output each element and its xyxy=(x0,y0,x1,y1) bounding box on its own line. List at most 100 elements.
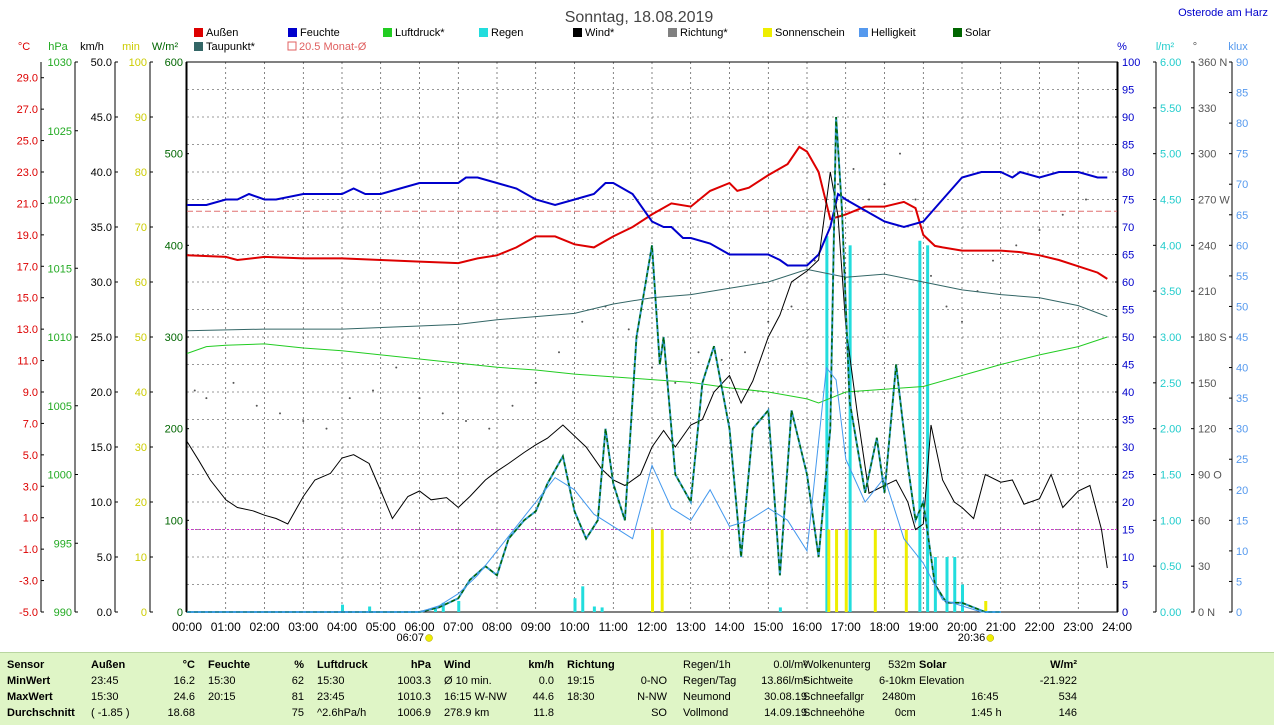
cloud-snow-table: Wolkenunterg 532m Sichtweite 6-10km Schnee… xyxy=(803,659,916,719)
x-tick-label: 04:00 xyxy=(327,620,357,634)
axis-tick-label: 23.0 xyxy=(17,167,38,179)
rain-bar xyxy=(573,598,577,612)
direction-point xyxy=(1061,213,1064,216)
axis-unit: l/m² xyxy=(1156,41,1175,53)
solar-table: Solar W/m² Elevation -21.922 16:45 534 1:4… xyxy=(919,659,1077,719)
direction-point xyxy=(992,259,994,262)
legend-swatch xyxy=(859,28,868,37)
direction-point xyxy=(697,351,700,354)
legend-swatch xyxy=(668,28,677,37)
axis-tick-label: 30 xyxy=(135,442,147,454)
rain-bar xyxy=(825,236,829,612)
axis-unit: °C xyxy=(18,41,30,53)
axis-tick-label: 30 xyxy=(1122,442,1134,454)
axis-tick-label: 9.0 xyxy=(23,387,38,399)
series-außen xyxy=(186,145,1108,280)
legend-label: Sonnenschein xyxy=(775,27,845,39)
axis-unit: ° xyxy=(1193,41,1197,53)
axis-tick-label: 25.0 xyxy=(17,136,38,148)
legend-label: Luftdruck* xyxy=(395,27,445,39)
axis-tick-label: 85 xyxy=(1236,88,1248,100)
axis-tick-label: 0.0 xyxy=(97,607,112,619)
sensor-table: Sensor Außen °C Feuchte % Luftdruck hPa … xyxy=(4,657,670,721)
direction-point xyxy=(465,420,467,423)
axis-tick-label: 70 xyxy=(1122,222,1134,234)
direction-point xyxy=(255,404,258,407)
axis-tick-label: 75 xyxy=(1236,149,1248,161)
rain-bar xyxy=(778,607,782,612)
axis-tick-label: 500 xyxy=(165,149,183,161)
x-tick-label: 18:00 xyxy=(869,620,899,634)
axis-unit: W/m² xyxy=(152,41,179,53)
rain-bar xyxy=(953,557,957,612)
axis-tick-label: 60 xyxy=(1198,515,1210,527)
legend-swatch xyxy=(763,28,772,37)
axis-tick-label: 10 xyxy=(1122,552,1134,564)
axis-tick-label: 40.0 xyxy=(91,167,112,179)
x-tick-label: 13:00 xyxy=(676,620,706,634)
legend-label: Solar xyxy=(965,27,991,39)
axis-tick-label: 13.0 xyxy=(17,324,38,336)
direction-point xyxy=(193,389,196,392)
axis-tick-label: 180 S xyxy=(1198,332,1227,344)
axis-tick-label: 2.50 xyxy=(1160,378,1181,390)
axis-tick-label: 35 xyxy=(1236,393,1248,405)
axis-tick-label: 3.0 xyxy=(23,481,38,493)
axis-tick-label: 80 xyxy=(1236,118,1248,130)
direction-point xyxy=(674,381,677,384)
rain-bar xyxy=(961,584,964,612)
x-tick-label: 21:00 xyxy=(986,620,1016,634)
axis-tick-label: -1.0 xyxy=(19,544,38,556)
axis-tick-label: 240 xyxy=(1198,240,1216,252)
series-feuchte xyxy=(187,170,1108,267)
direction-point xyxy=(914,198,917,201)
legend-swatch xyxy=(383,28,392,37)
series-taupunkt xyxy=(186,268,1108,332)
axis-tick-label: 65 xyxy=(1236,210,1248,222)
axis-tick-label: 200 xyxy=(165,424,183,436)
x-tick-label: 07:00 xyxy=(443,620,473,634)
rain-bar xyxy=(368,606,372,612)
legend-label: Wind* xyxy=(585,27,615,39)
legend-label: Helligkeit xyxy=(871,27,916,39)
axis-tick-label: 60 xyxy=(135,277,147,289)
axis-tick-label: 0 N xyxy=(1198,607,1215,619)
direction-point xyxy=(868,198,870,201)
direction-point xyxy=(205,397,208,400)
sunshine-bar xyxy=(835,529,839,612)
location-link[interactable]: Osterode am Harz xyxy=(1178,7,1268,19)
sunshine-bar xyxy=(844,529,848,612)
hdr-feuchte: Feuchte xyxy=(208,659,251,671)
axis-tick-label: 95 xyxy=(1122,85,1134,97)
axis-tick-label: 20 xyxy=(135,497,147,509)
axis-tick-label: 40 xyxy=(1236,363,1248,375)
hdr-richtung: Richtung xyxy=(567,659,615,671)
axis-tick-label: 0 xyxy=(141,607,147,619)
x-tick-label: 22:00 xyxy=(1024,620,1054,634)
axis-tick-label: 300 xyxy=(1198,149,1216,161)
legend-label: Regen xyxy=(491,27,523,39)
direction-point xyxy=(372,389,374,392)
axis-tick-label: 7.0 xyxy=(23,418,38,430)
axis-tick-label: 15 xyxy=(1122,525,1134,537)
axis-tick-label: 70 xyxy=(1236,179,1248,191)
axis-tick-label: 1.0 xyxy=(23,513,38,525)
axis-tick-label: 1025 xyxy=(48,126,72,138)
x-tick-label: 10:00 xyxy=(559,620,589,634)
direction-point xyxy=(1085,198,1087,201)
direction-point xyxy=(899,152,901,155)
sunset-icon xyxy=(986,634,994,642)
axis-tick-label: 5.0 xyxy=(23,450,38,462)
sunrise-label: 06:07 xyxy=(396,632,424,644)
axis-tick-label: 15.0 xyxy=(17,293,38,305)
axis-tick-label: 45 xyxy=(1122,360,1134,372)
direction-point xyxy=(1038,229,1041,232)
sunshine-bar xyxy=(873,529,877,612)
axis-tick-label: 90 O xyxy=(1198,470,1222,482)
x-tick-label: 06:00 xyxy=(404,620,434,634)
axis-tick-label: 35 xyxy=(1122,415,1134,427)
axis-tick-label: 4.50 xyxy=(1160,195,1181,207)
rain-bar xyxy=(926,245,930,613)
x-tick-label: 02:00 xyxy=(249,620,279,634)
x-tick-label: 17:00 xyxy=(831,620,861,634)
